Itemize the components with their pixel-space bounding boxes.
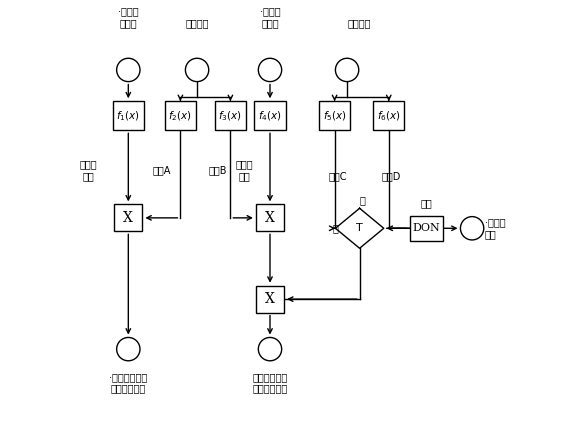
FancyBboxPatch shape <box>254 101 286 130</box>
Text: $f_4(x)$: $f_4(x)$ <box>258 109 282 123</box>
FancyBboxPatch shape <box>165 101 196 130</box>
Text: DON: DON <box>412 223 440 233</box>
FancyBboxPatch shape <box>114 204 142 231</box>
Polygon shape <box>336 208 384 248</box>
Text: ·次调频锅炉主
控前馈修正量: ·次调频锅炉主 控前馈修正量 <box>109 372 147 394</box>
FancyBboxPatch shape <box>256 204 284 231</box>
Text: 热监信号: 热监信号 <box>185 18 209 28</box>
Text: 次调频汽机主
控前馈修正量: 次调频汽机主 控前馈修正量 <box>253 372 288 394</box>
FancyBboxPatch shape <box>215 101 246 130</box>
Text: $f_5(x)$: $f_5(x)$ <box>323 109 346 123</box>
Text: ·次调频
负荷量: ·次调频 负荷量 <box>118 7 138 28</box>
FancyBboxPatch shape <box>373 101 405 130</box>
Text: 否: 否 <box>359 195 366 205</box>
FancyBboxPatch shape <box>256 286 284 313</box>
Text: $f_1(x)$: $f_1(x)$ <box>116 109 140 123</box>
Text: X: X <box>123 211 133 225</box>
Text: $f_6(x)$: $f_6(x)$ <box>377 109 401 123</box>
Text: ·次调频
负荷量: ·次调频 负荷量 <box>260 7 280 28</box>
Text: $f_3(x)$: $f_3(x)$ <box>219 109 242 123</box>
Text: 系数C: 系数C <box>329 171 347 181</box>
Text: 系数A: 系数A <box>153 165 171 175</box>
Text: 延时: 延时 <box>420 198 432 208</box>
Text: X: X <box>265 292 275 306</box>
Text: 是: 是 <box>332 223 338 233</box>
Text: 系数D: 系数D <box>382 171 401 181</box>
Text: $f_2(x)$: $f_2(x)$ <box>168 109 192 123</box>
Text: 实发功率: 实发功率 <box>348 18 371 28</box>
FancyBboxPatch shape <box>112 101 144 130</box>
Text: ·次调频
动作: ·次调频 动作 <box>485 218 505 239</box>
Text: 煤量修
正量: 煤量修 正量 <box>80 159 98 181</box>
Text: X: X <box>265 211 275 225</box>
FancyBboxPatch shape <box>410 216 443 241</box>
FancyBboxPatch shape <box>319 101 350 130</box>
Text: 系数B: 系数B <box>208 165 227 175</box>
Text: 开度修
正量: 开度修 正量 <box>236 159 253 181</box>
Text: T: T <box>356 223 363 233</box>
